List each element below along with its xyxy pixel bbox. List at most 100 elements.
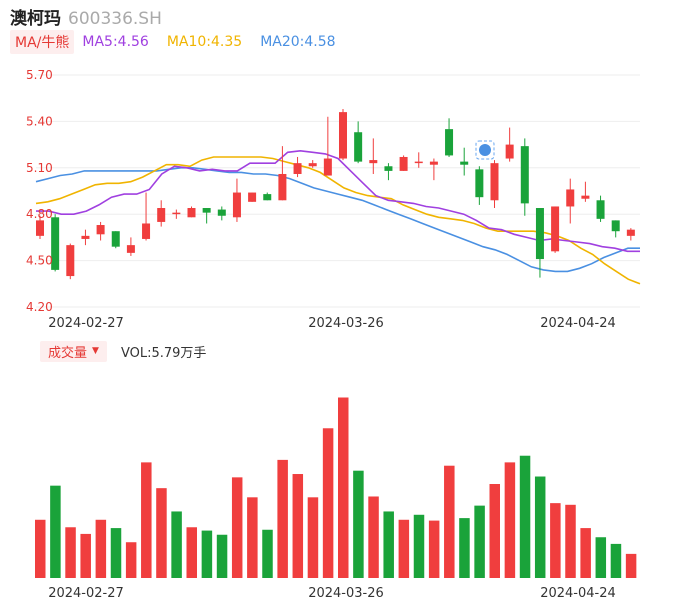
news-marker-icon[interactable] bbox=[475, 140, 495, 160]
candle-body bbox=[126, 245, 135, 253]
volume-bar bbox=[489, 484, 500, 578]
candle-body bbox=[490, 163, 499, 201]
candlesticks bbox=[36, 109, 635, 280]
volume-bar bbox=[610, 543, 622, 578]
volume-bar bbox=[595, 537, 607, 578]
ma-legend: MA/牛熊 MA5:4.56 MA10:4.35 MA20:4.58 bbox=[10, 30, 354, 54]
volume-bar bbox=[519, 455, 531, 578]
candle-body bbox=[263, 194, 272, 201]
volume-bar bbox=[277, 459, 288, 578]
candle-body bbox=[232, 192, 241, 218]
volume-bar bbox=[459, 518, 470, 578]
volume-bar bbox=[231, 477, 243, 578]
volume-bar bbox=[444, 465, 455, 578]
candle-body bbox=[429, 161, 438, 165]
ma20-line bbox=[35, 167, 640, 273]
volume-indicator-label: 成交量 bbox=[48, 345, 88, 361]
price-axis-ticks: 5.70 5.40 5.10 4.80 4.50 4.20 bbox=[26, 68, 53, 314]
candle-body bbox=[520, 146, 529, 204]
volume-bar bbox=[186, 527, 197, 578]
candle-body bbox=[142, 223, 151, 239]
candle-body bbox=[187, 208, 196, 218]
volume-indicator-button[interactable]: 成交量 ▼ bbox=[40, 340, 107, 362]
candle-body bbox=[475, 169, 484, 198]
price-tick-label: 4.50 bbox=[26, 254, 53, 268]
candle-body bbox=[414, 161, 423, 164]
date-axis-ticks: 2024-02-27 2024-03-26 2024-04-24 bbox=[48, 316, 616, 331]
volume-bar bbox=[565, 504, 576, 578]
volume-bar bbox=[534, 476, 546, 578]
candle-body bbox=[445, 129, 454, 156]
candle-body bbox=[339, 112, 347, 159]
price-tick-label: 5.10 bbox=[26, 161, 53, 175]
volume-bar bbox=[383, 511, 394, 578]
candle-body bbox=[36, 220, 44, 236]
volume-bar bbox=[368, 496, 379, 578]
volume-bar bbox=[141, 462, 152, 578]
price-tick-label: 5.40 bbox=[26, 114, 53, 128]
volume-bar bbox=[171, 511, 182, 578]
volume-bar bbox=[65, 527, 76, 578]
volume-bar bbox=[80, 533, 91, 578]
ma10-line bbox=[35, 156, 641, 285]
candle-body bbox=[581, 195, 590, 199]
candle-body bbox=[157, 208, 166, 222]
volume-bar bbox=[322, 428, 334, 578]
date-tick-label: 2024-04-24 bbox=[540, 316, 616, 331]
stock-name: 澳柯玛 bbox=[10, 9, 61, 29]
candle-body bbox=[611, 220, 620, 232]
volume-bar bbox=[474, 505, 485, 578]
candle-body bbox=[354, 132, 363, 162]
volume-bar bbox=[216, 534, 228, 578]
candle-body bbox=[596, 200, 605, 219]
volume-bar bbox=[201, 530, 213, 578]
candle-body bbox=[369, 160, 378, 164]
marker-dot bbox=[479, 144, 491, 156]
volume-bar bbox=[338, 397, 349, 578]
volume-bar bbox=[125, 542, 137, 578]
ma20-label: MA20:4.58 bbox=[260, 34, 336, 50]
volume-bar bbox=[307, 497, 319, 578]
price-tick-label: 4.20 bbox=[26, 300, 53, 314]
price-grid bbox=[36, 74, 640, 308]
ma5-line bbox=[36, 149, 640, 253]
volume-bar bbox=[413, 514, 425, 578]
candle-body bbox=[460, 161, 469, 165]
volume-bar bbox=[292, 474, 304, 578]
volume-bar bbox=[398, 519, 410, 578]
ma-toggle-button[interactable]: MA/牛熊 bbox=[10, 30, 75, 54]
volume-bars bbox=[35, 397, 637, 578]
volume-bar bbox=[110, 528, 122, 578]
candle-body bbox=[51, 217, 60, 270]
volume-date-tick-label: 2024-04-24 bbox=[540, 586, 616, 601]
ma10-label: MA10:4.35 bbox=[166, 34, 243, 50]
volume-date-tick-label: 2024-03-26 bbox=[308, 586, 384, 601]
volume-bar bbox=[247, 497, 258, 578]
moving-average-lines bbox=[35, 149, 641, 285]
stock-header: 澳柯玛 600336.SH bbox=[10, 4, 162, 29]
volume-bar bbox=[550, 503, 561, 578]
price-tick-label: 4.80 bbox=[26, 207, 53, 221]
volume-bar bbox=[95, 519, 107, 578]
candle-body bbox=[566, 189, 575, 207]
candle-body bbox=[202, 208, 211, 213]
candle-body bbox=[66, 245, 75, 277]
volume-bar bbox=[156, 488, 167, 578]
volume-value: VOL:5.79万手 bbox=[120, 345, 207, 361]
candle-body bbox=[248, 192, 257, 202]
candle-body bbox=[323, 158, 332, 176]
volume-date-tick-label: 2024-02-27 bbox=[48, 586, 124, 601]
candle-body bbox=[293, 163, 302, 174]
candle-body bbox=[308, 163, 317, 167]
volume-bar bbox=[625, 553, 637, 578]
candle-body bbox=[399, 156, 408, 171]
volume-bar bbox=[428, 520, 440, 578]
volume-bar bbox=[50, 485, 61, 578]
volume-date-axis-ticks: 2024-02-27 2024-03-26 2024-04-24 bbox=[48, 586, 616, 601]
volume-bar bbox=[353, 470, 364, 578]
marker-frame bbox=[475, 140, 495, 160]
ma5-label: MA5:4.56 bbox=[82, 34, 149, 50]
candle-body bbox=[551, 206, 560, 252]
candle-body bbox=[505, 144, 514, 159]
